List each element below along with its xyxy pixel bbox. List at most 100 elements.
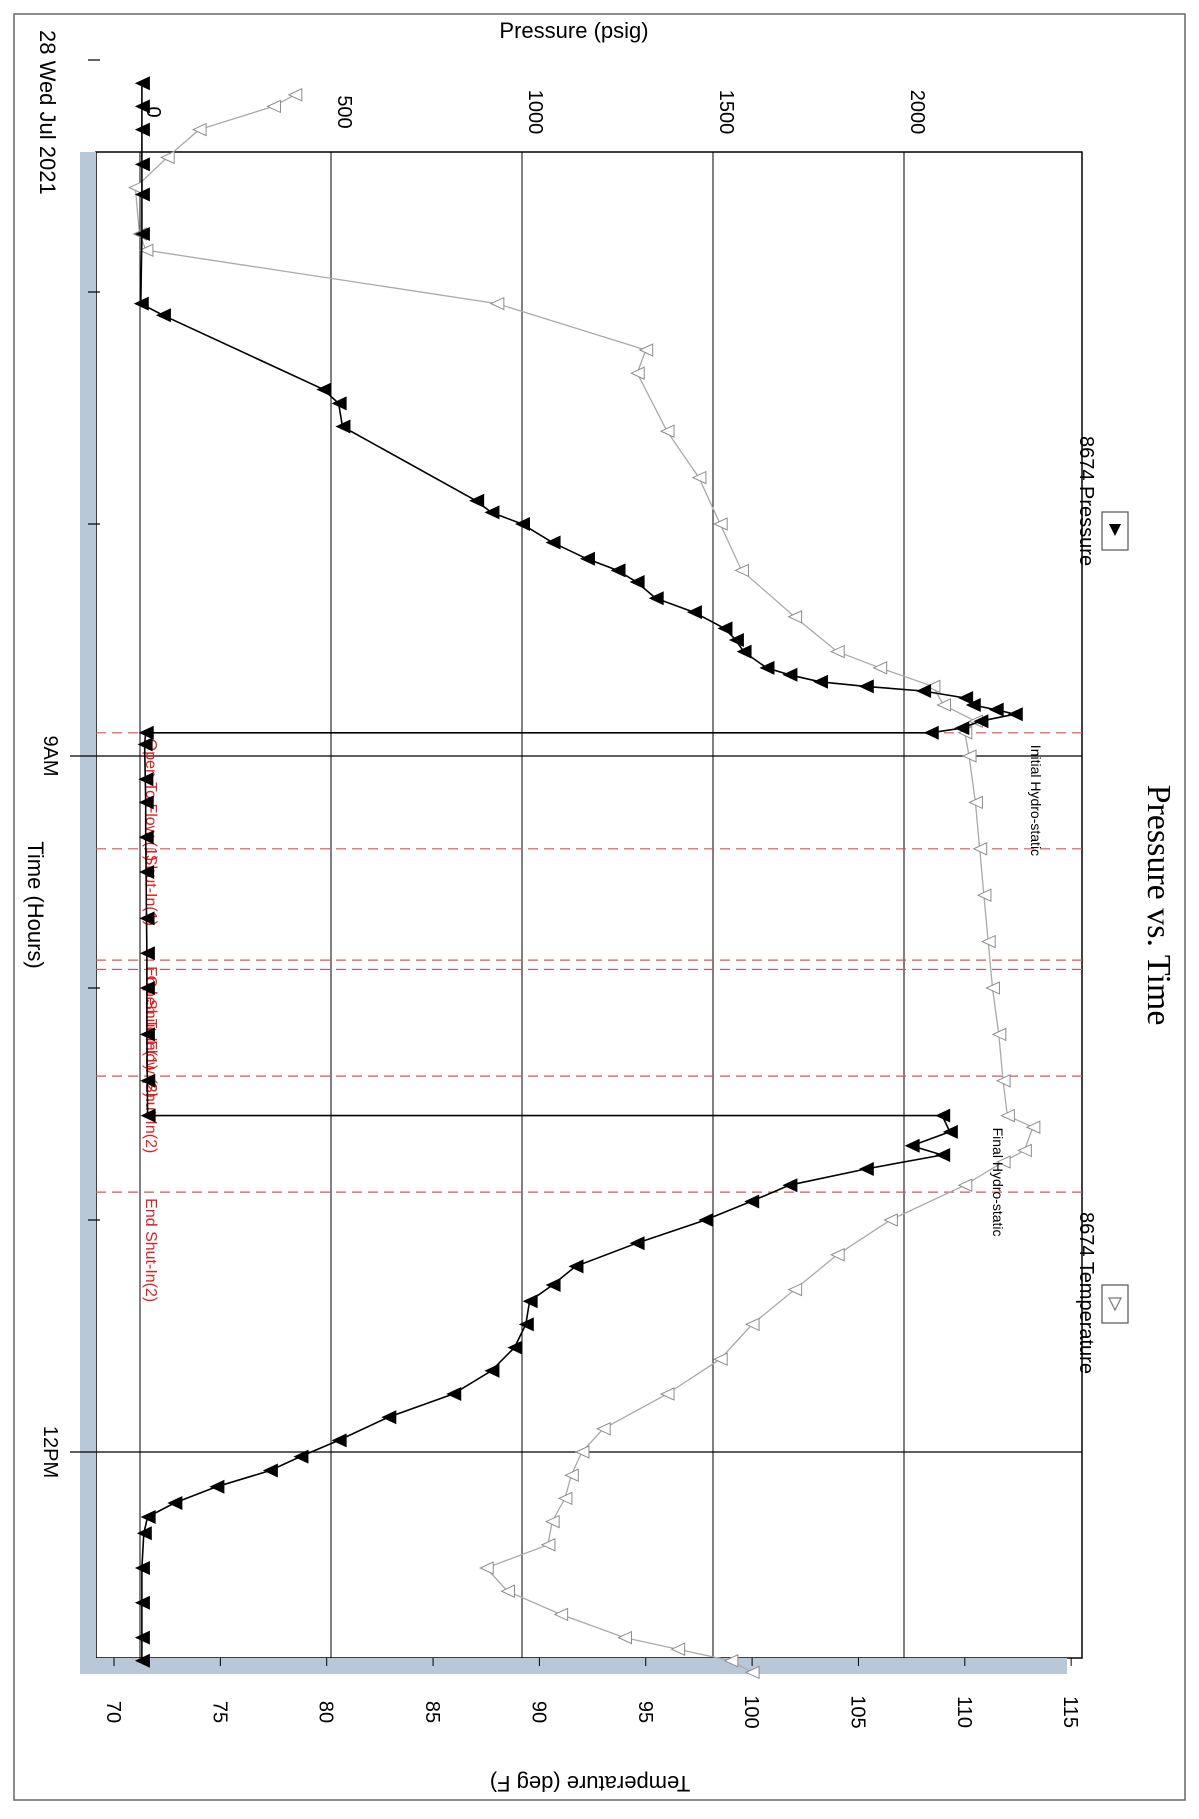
temperature-axis-strip [80, 1658, 1067, 1674]
pressure-point [140, 1073, 156, 1088]
pressure-point [139, 981, 155, 995]
pressure-point [904, 1138, 920, 1153]
temperature-point [287, 88, 303, 102]
pressure-point [858, 1161, 874, 1176]
temperature-tick-label: 115 [1059, 1696, 1081, 1728]
temperature-point [972, 842, 988, 856]
temperature-tick-label: 90 [527, 1701, 549, 1723]
time-tick-label: 12PM [39, 1426, 61, 1478]
pressure-point [522, 1294, 538, 1309]
legend-temperature-label: 8674 Temperature [1075, 1212, 1097, 1374]
pressure-point [958, 691, 974, 705]
pressure-point [988, 702, 1004, 717]
temperature-point [981, 934, 996, 949]
temperature-tick-label: 110 [953, 1696, 975, 1728]
pressure-point [579, 551, 595, 566]
temperature-point [713, 1352, 728, 1366]
pressure-point [717, 621, 733, 636]
pressure-axis-label: Pressure (psig) [499, 18, 648, 43]
pressure-point [629, 1236, 645, 1251]
annotation-label: Final Hydro-static [990, 1128, 1006, 1237]
temperature-point [540, 1538, 556, 1552]
temperature-point [544, 1514, 560, 1529]
pressure-point [782, 1178, 798, 1193]
pressure-point [515, 517, 530, 531]
pressure-point [469, 493, 485, 508]
series-layer [128, 76, 1041, 1680]
temperature-point [925, 679, 941, 694]
temperature-point [734, 563, 749, 578]
temperature-point [872, 661, 888, 675]
pressure-point [728, 633, 744, 647]
temperature-point [957, 1178, 973, 1192]
date-label: 28 Wed Jul 2021 [35, 30, 60, 195]
pressure-point [942, 1124, 958, 1139]
temperature-point [574, 1445, 590, 1459]
temperature-point [659, 424, 675, 438]
temperature-tick-label: 105 [846, 1695, 868, 1728]
temperature-tick-label: 75 [208, 1701, 230, 1723]
temperature-point [596, 1422, 611, 1436]
page-frame [13, 13, 1186, 1801]
pressure-point [138, 772, 154, 787]
temperature-point [159, 150, 175, 165]
temperature-point [1000, 1108, 1015, 1123]
temperature-point [617, 1630, 632, 1645]
pressure-point [446, 1387, 462, 1401]
pressure-point [568, 1259, 584, 1274]
temperature-point [829, 644, 845, 659]
chart-title: Pressure vs. Time [1140, 785, 1177, 1026]
pressure-point [139, 1027, 155, 1042]
pressure-point [965, 697, 981, 712]
pressure-point [507, 1340, 523, 1355]
pressure-point [293, 1449, 309, 1464]
pressure-tick-label: 2000 [906, 90, 928, 135]
temperature-point [787, 1282, 803, 1297]
temperature-point [138, 243, 154, 258]
pressure-point [916, 684, 932, 699]
temperature-point [744, 1317, 760, 1332]
pressure-point [545, 1277, 561, 1292]
temperature-point [553, 1607, 569, 1622]
pressure-tick-label: 1500 [715, 90, 737, 135]
temperature-point [968, 795, 983, 810]
pressure-tick-label: 1000 [524, 90, 546, 135]
temperature-point [564, 1468, 579, 1482]
temperature-point [883, 1213, 898, 1227]
pressure-point [782, 667, 798, 682]
annotation-label: Initial Hydro-static [1028, 745, 1044, 856]
pressure-tick-label: 500 [333, 95, 355, 128]
pressure-point [138, 725, 154, 740]
tick-layer: 0 500 1000 1500 2000 70 75 80 85 90 95 100 105 110 115… [39, 59, 1081, 1729]
temperature-point [936, 698, 952, 712]
pressure-point [134, 227, 150, 241]
temperature-point [479, 1561, 494, 1575]
time-tick-label: 9AM [39, 735, 61, 776]
pressure-point [610, 563, 626, 578]
pressure-point [140, 1509, 156, 1524]
pressure-point [134, 99, 150, 114]
pressure-point [316, 382, 332, 397]
pressure-point [134, 187, 150, 202]
temperature-point [670, 1642, 686, 1656]
temperature-tick-label: 80 [315, 1701, 337, 1723]
pressure-point [133, 296, 149, 311]
pressure-point [134, 1561, 150, 1575]
pressure-point [973, 714, 989, 729]
pressure-point [331, 396, 347, 411]
event-label: End Shut-In(2) [142, 1198, 159, 1302]
temperature-tick-label: 95 [634, 1701, 656, 1723]
pressure-point [139, 911, 155, 926]
temperature-point [995, 1074, 1011, 1088]
time-axis-label: Time (Hours) [23, 841, 48, 969]
temperature-point [985, 981, 1000, 995]
temperature-point [723, 1654, 739, 1668]
temperature-tick-label: 70 [102, 1701, 124, 1723]
temperature-tick-label: 85 [421, 1701, 443, 1723]
temperature-point [630, 366, 645, 380]
pressure-point [134, 157, 150, 172]
temperature-point [787, 610, 803, 624]
temperature-point [191, 122, 207, 137]
pressure-point [381, 1410, 397, 1425]
pressure-point [137, 737, 153, 752]
